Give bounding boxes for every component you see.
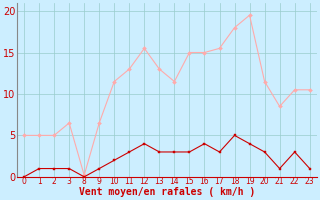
X-axis label: Vent moyen/en rafales ( km/h ): Vent moyen/en rafales ( km/h ) xyxy=(79,187,255,197)
